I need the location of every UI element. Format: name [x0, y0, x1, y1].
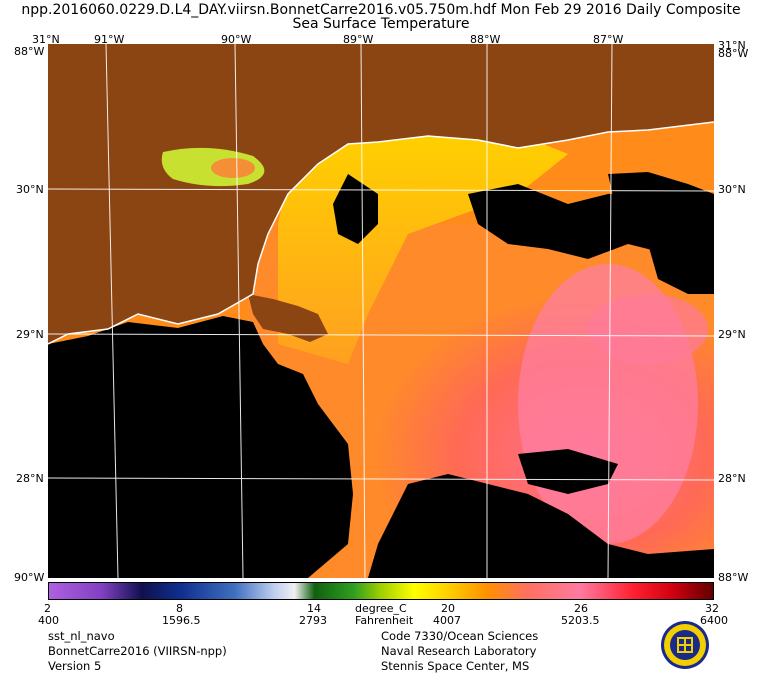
corner-label-bottom-left: 90°W [14, 571, 45, 584]
lon-label-87w-top: 87°W [593, 33, 624, 46]
footer-location: Stennis Space Center, MS [381, 659, 530, 673]
cb-tick-f-2: 2793 [299, 614, 327, 627]
cb-tick-c-2: 14 [307, 602, 321, 615]
footer-code: Code 7330/Ocean Sciences [381, 629, 539, 643]
pink-north [588, 294, 708, 364]
lake-warm-spot [211, 158, 255, 178]
corner-label-bottom-right: 88°W [718, 571, 749, 584]
graticule [48, 44, 714, 578]
cb-tick-c-4: 26 [574, 602, 588, 615]
cb-unit-celsius: degree_C [355, 602, 407, 615]
footer-lab: Naval Research Laboratory [381, 644, 537, 658]
nodata-west [48, 316, 353, 578]
sst-colorbar [48, 582, 714, 600]
lat-label-28n-right: 28°N [718, 472, 746, 485]
nodata-south-2 [518, 449, 618, 494]
lat-label-30n-right: 30°N [718, 183, 746, 196]
lon-label-91w-top: 91°W [94, 33, 125, 46]
lat-label-29n-right: 29°N [718, 328, 746, 341]
footer-version: Version 5 [48, 659, 102, 673]
lat-label-top-right: 31°N [718, 39, 746, 52]
lat-label-29n-left: 29°N [16, 328, 44, 341]
cb-tick-f-4: 5203.5 [561, 614, 600, 627]
sst-map [48, 44, 714, 578]
cb-tick-f-5: 6400 [700, 614, 728, 627]
nodata-north [333, 174, 378, 244]
cb-unit-fahrenheit: Fahrenheit [355, 614, 414, 627]
nrl-seal-icon [660, 620, 710, 670]
corner-label-right-top: 88°W [718, 47, 749, 60]
corner-label-left-top: 88°W [14, 45, 45, 58]
footer-region-sensor: BonnetCarre2016 (VIIRSN-npp) [48, 644, 227, 658]
nodata-ne-2 [608, 172, 714, 294]
lon-label-90w-top: 90°W [221, 33, 252, 46]
cb-tick-c-1: 8 [176, 602, 183, 615]
product-subtitle: Sea Surface Temperature [292, 16, 470, 32]
lat-label-30n-left: 30°N [16, 183, 44, 196]
coastline [48, 121, 714, 345]
nodata-south [368, 474, 714, 578]
cb-tick-f-0: 400 [38, 614, 59, 627]
lon-label-89w-top: 89°W [343, 33, 374, 46]
lat-label-28n-left: 28°N [16, 472, 44, 485]
product-filename-title: npp.2016060.0229.D.L4_DAY.viirsn.BonnetC… [21, 2, 741, 18]
cb-tick-f-3: 4007 [433, 614, 461, 627]
cb-tick-c-0: 2 [44, 602, 51, 615]
cb-tick-c-5: 32 [705, 602, 719, 615]
footer-algorithm: sst_nl_navo [48, 629, 115, 643]
land-mass [48, 44, 714, 344]
cb-tick-f-1: 1596.5 [162, 614, 201, 627]
lon-label-88w-top: 88°W [470, 33, 501, 46]
lat-label-top-left: 31°N [32, 33, 60, 46]
sst-map-graphic [48, 44, 714, 578]
delta-land [248, 294, 328, 342]
cb-tick-c-3: 20 [441, 602, 455, 615]
